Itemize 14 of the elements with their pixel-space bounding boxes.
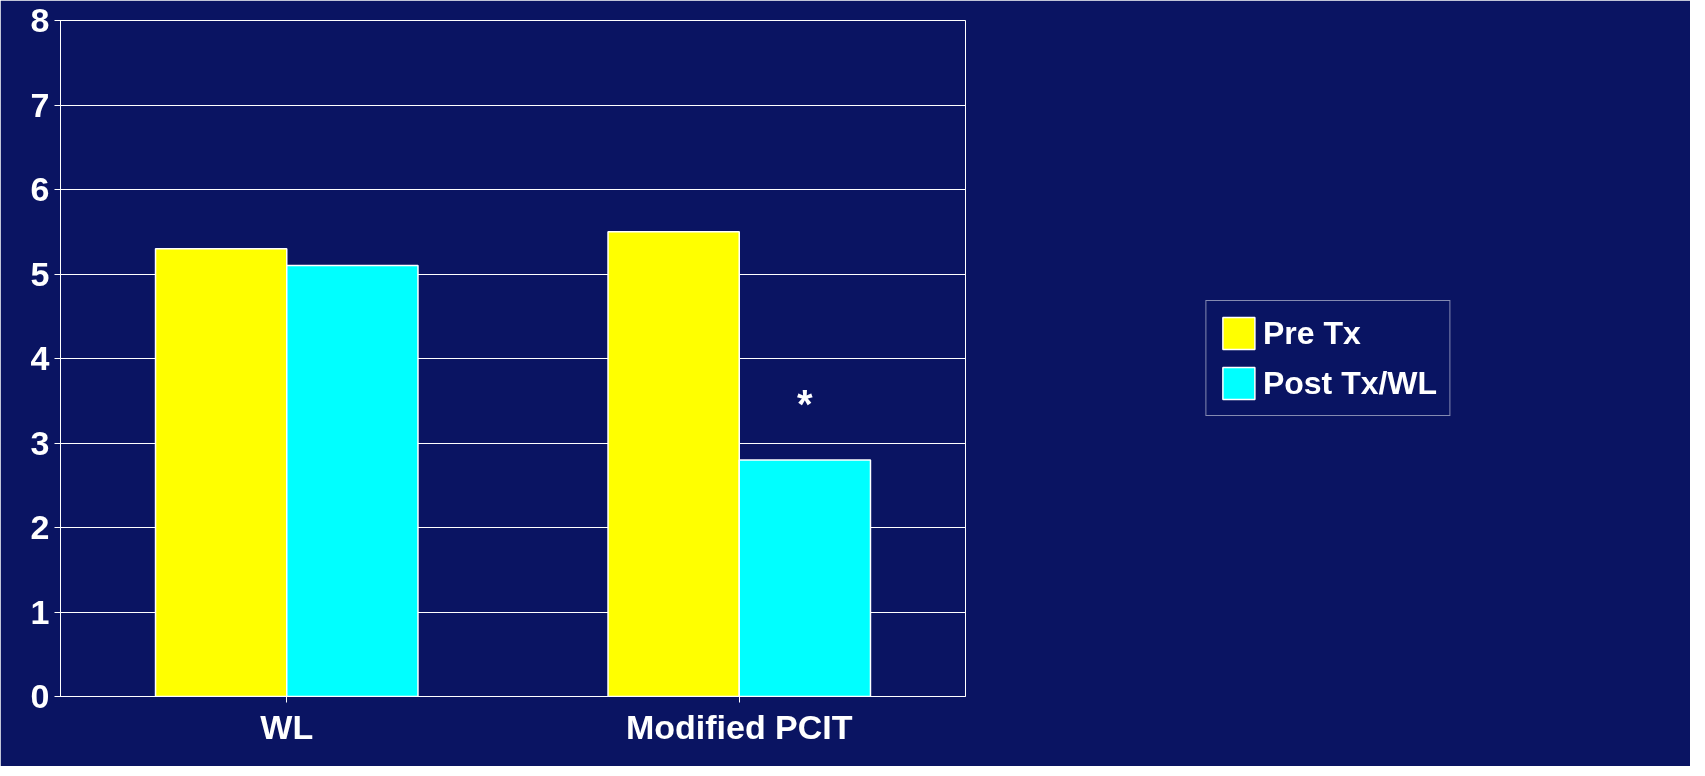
y-tick-label: 2 [30, 508, 50, 546]
legend-label: Post Tx/WL [1262, 364, 1438, 402]
y-tick-label: 1 [30, 592, 50, 631]
y-tick-label: 5 [30, 254, 50, 293]
legend-label: Pre Tx [1262, 314, 1361, 352]
x-tick-label: Modified PCIT [625, 707, 853, 746]
annotation: * [797, 382, 814, 427]
y-tick-label: 6 [30, 170, 50, 208]
y-tick-label: 0 [30, 677, 50, 715]
y-tick-label: 8 [30, 1, 50, 39]
x-tick-label: WL [260, 707, 314, 746]
y-tick-label: 3 [30, 423, 50, 462]
y-tick-label: 4 [30, 339, 50, 377]
y-tick-label: 7 [30, 85, 50, 124]
